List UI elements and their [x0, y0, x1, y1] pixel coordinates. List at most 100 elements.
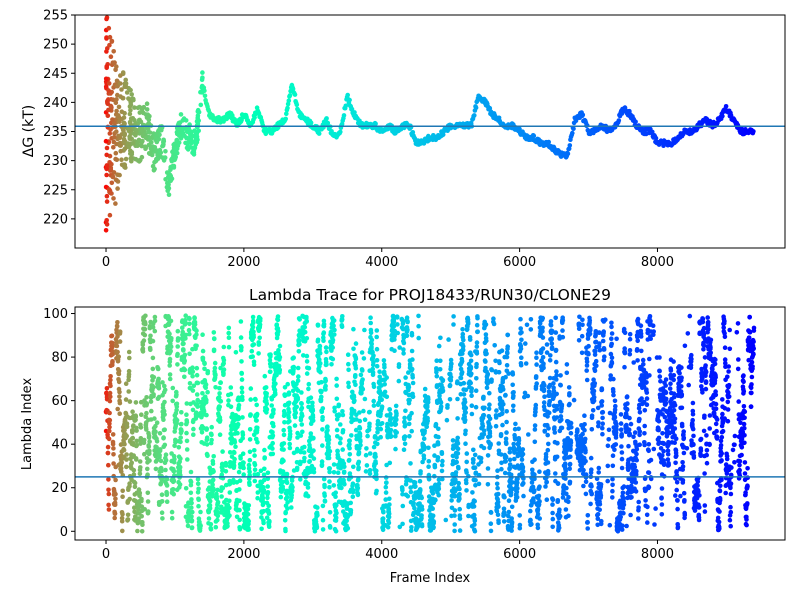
lambda-point — [537, 499, 542, 504]
lambda-point — [202, 361, 207, 367]
lambda-point — [474, 322, 480, 328]
dg-point — [177, 133, 182, 138]
lambda-point — [395, 330, 401, 336]
lambda-point — [569, 425, 574, 430]
dg-point — [147, 151, 153, 157]
lambda-point — [433, 421, 439, 427]
dg-point — [135, 158, 141, 163]
lambda-point — [545, 471, 551, 477]
lambda-point — [576, 326, 582, 332]
lambda-point — [239, 359, 244, 364]
lambda-point — [246, 518, 251, 524]
lambda-point — [509, 516, 514, 521]
dg-point — [119, 109, 125, 114]
lambda-point — [213, 385, 218, 390]
lambda-point — [106, 507, 112, 512]
lambda-point — [357, 434, 363, 439]
lambda-point — [302, 324, 308, 330]
lambda-point — [188, 479, 194, 485]
lambda-point — [237, 487, 242, 492]
lambda-point — [488, 441, 493, 447]
lambda-point — [287, 445, 293, 451]
lambda-point — [304, 314, 309, 320]
lambda-point — [426, 477, 432, 482]
dg-point — [373, 121, 378, 126]
lambda-point — [519, 330, 524, 335]
dg-point — [144, 126, 150, 131]
lambda-point — [409, 366, 415, 372]
lambda-point — [501, 506, 507, 512]
lambda-point — [535, 525, 541, 531]
lambda-point — [388, 416, 394, 421]
lambda-point — [183, 486, 189, 491]
lambda-point — [548, 323, 554, 328]
lambda-point — [110, 432, 116, 437]
lambda-point — [419, 523, 425, 529]
lambda-point — [382, 365, 387, 370]
lambda-point — [133, 414, 139, 420]
lambda-point — [481, 445, 487, 451]
lambda-point — [345, 525, 351, 531]
dg-point — [129, 158, 134, 164]
lambda-point — [286, 409, 292, 415]
lambda-point — [406, 421, 412, 427]
dg-point — [147, 135, 153, 141]
lambda-point — [228, 385, 234, 390]
lambda-point — [487, 402, 492, 408]
lambda-point — [447, 397, 453, 402]
lambda-point — [178, 435, 183, 440]
lambda-point — [368, 320, 374, 326]
lambda-point — [307, 459, 313, 464]
lambda-point — [248, 412, 253, 418]
lambda-point — [483, 359, 488, 364]
lambda-point — [416, 313, 421, 319]
lambda-point — [544, 479, 549, 485]
lambda-point — [294, 465, 300, 471]
lambda-point — [191, 383, 197, 389]
lambda-point — [458, 392, 464, 397]
dg-point — [174, 146, 180, 152]
lambda-point — [304, 371, 310, 376]
lambda-point — [347, 442, 352, 447]
y-tick-label: 250 — [43, 38, 68, 53]
dg-point — [122, 131, 128, 137]
lambda-point — [421, 456, 427, 461]
lambda-point — [245, 511, 251, 517]
dg-point — [202, 88, 207, 93]
lambda-point — [217, 385, 222, 391]
lambda-point — [487, 390, 492, 396]
lambda-point — [322, 493, 328, 499]
lambda-point — [134, 438, 139, 444]
lambda-point — [449, 361, 454, 367]
lambda-point — [468, 352, 474, 358]
lambda-point — [226, 344, 232, 350]
lambda-point — [213, 524, 219, 530]
lambda-point — [507, 457, 513, 463]
dg-point — [166, 182, 171, 187]
lambda-point — [167, 331, 172, 337]
lambda-point — [205, 389, 210, 395]
lambda-point — [227, 505, 232, 511]
lambda-point — [211, 330, 217, 335]
lambda-point — [350, 489, 356, 495]
lambda-point — [496, 504, 501, 510]
dg-point — [114, 129, 119, 134]
lambda-point — [154, 420, 160, 426]
dg-point — [113, 67, 118, 73]
dg-point — [132, 131, 137, 136]
dg-point — [104, 193, 110, 199]
lambda-point — [528, 517, 533, 523]
lambda-point — [371, 403, 377, 408]
lambda-point — [507, 446, 513, 452]
lambda-point — [144, 395, 149, 400]
lambda-point — [267, 518, 272, 524]
lambda-point — [417, 478, 423, 484]
lambda-point — [123, 397, 129, 402]
dg-point — [104, 64, 109, 69]
lambda-point — [400, 521, 405, 527]
lambda-point — [314, 524, 320, 530]
lambda-point — [196, 497, 201, 503]
lambda-point — [471, 504, 477, 509]
lambda-point — [541, 387, 547, 392]
